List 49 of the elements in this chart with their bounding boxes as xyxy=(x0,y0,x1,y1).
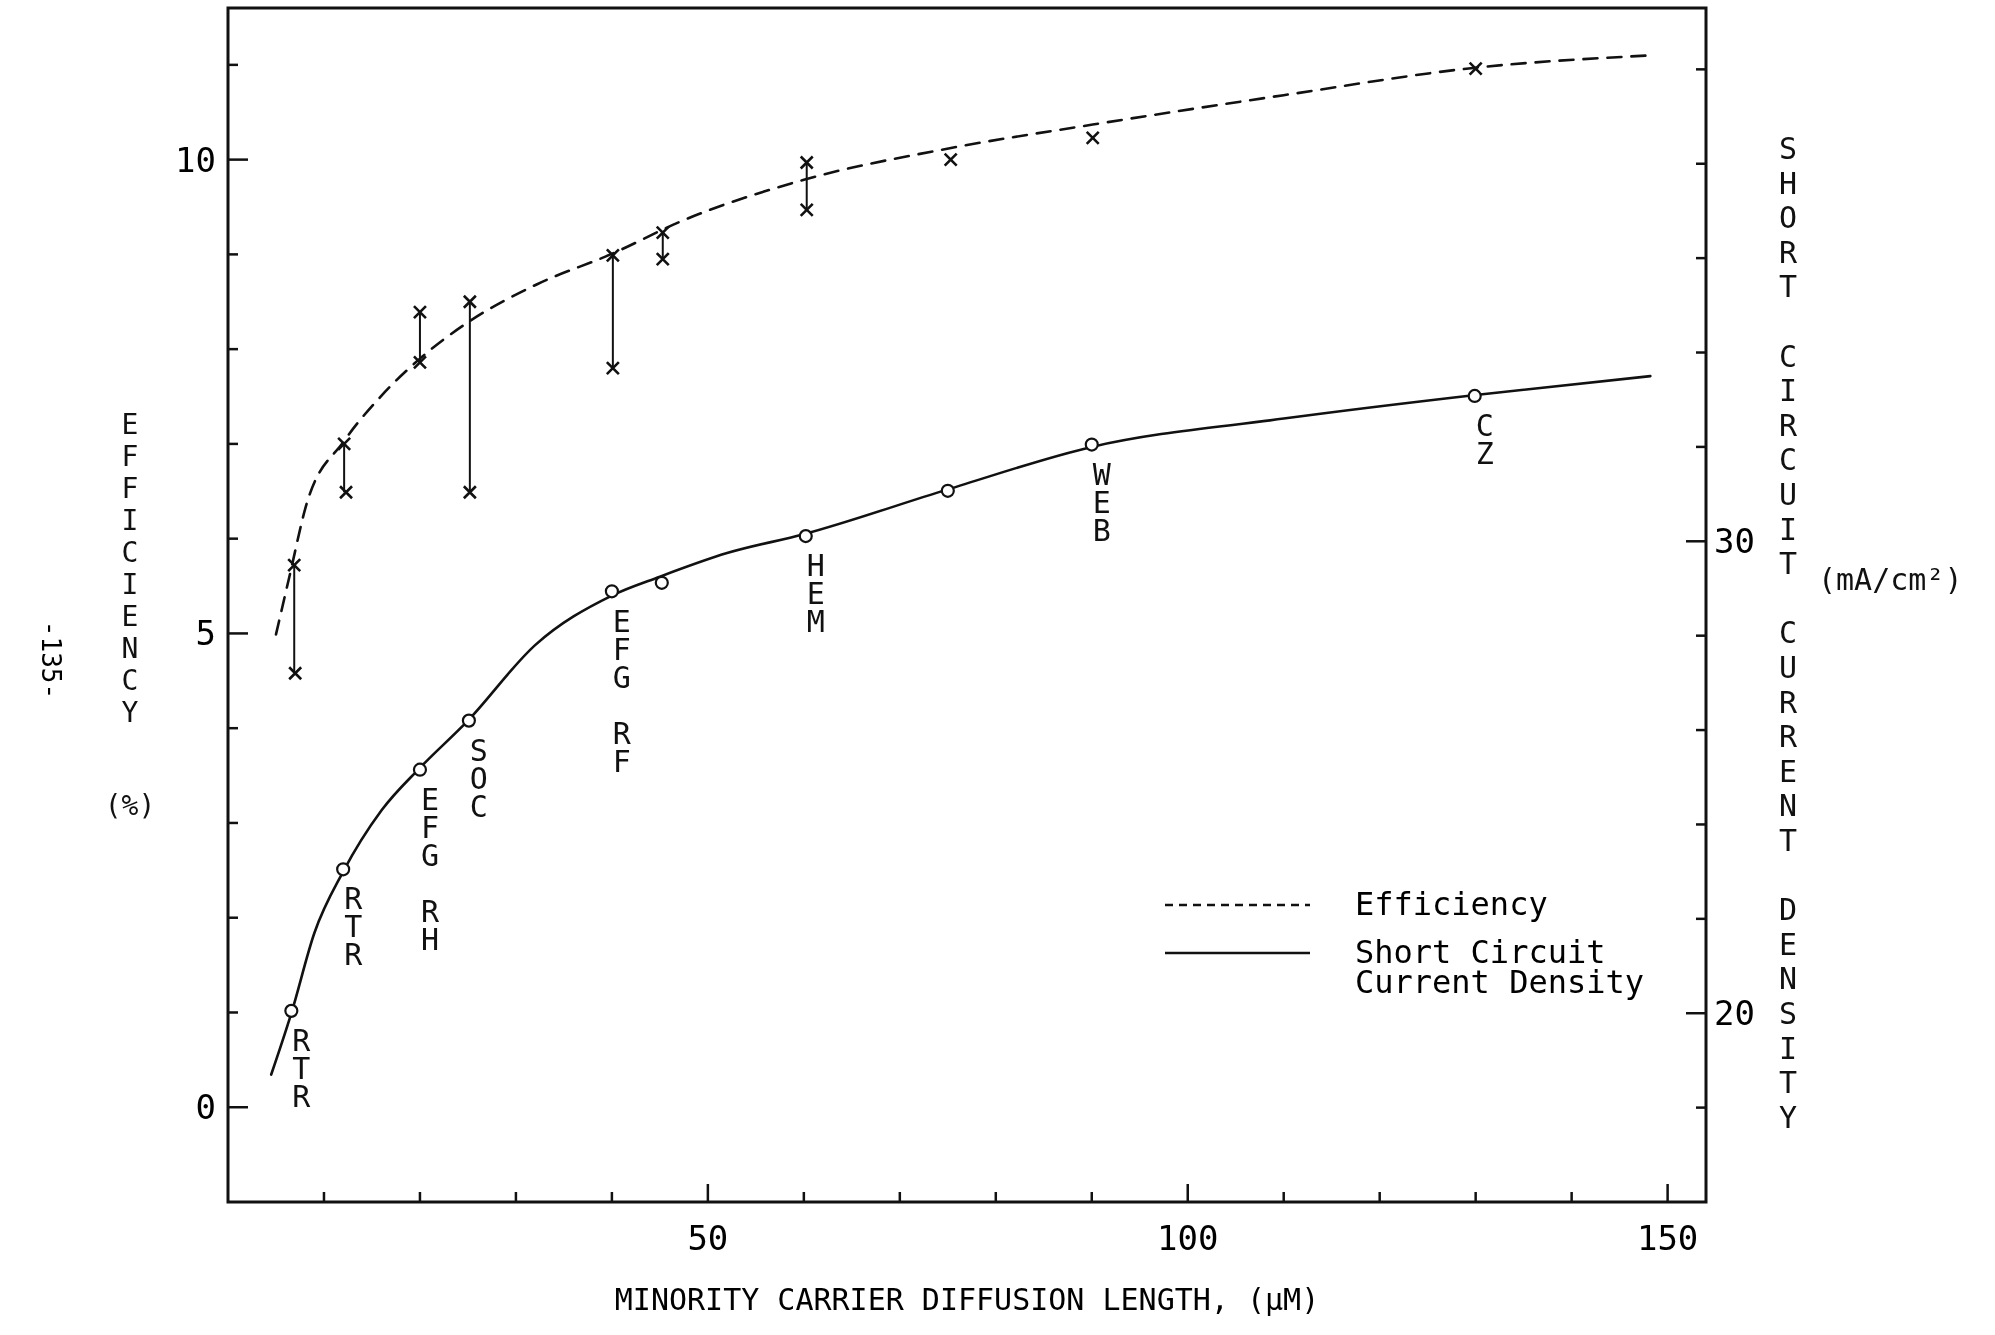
annotation: EFG RF xyxy=(612,603,632,779)
point xyxy=(604,584,619,599)
point xyxy=(605,360,621,376)
annotation: RTR xyxy=(292,1022,312,1114)
y2-tick-label: 20 xyxy=(1714,993,1755,1034)
point xyxy=(1085,130,1101,146)
point xyxy=(655,251,671,267)
y2-tick-label: 30 xyxy=(1714,521,1755,562)
point xyxy=(461,713,476,728)
point xyxy=(798,529,813,544)
annotation: WEB xyxy=(1092,456,1112,548)
point xyxy=(1468,61,1483,76)
point xyxy=(336,436,352,452)
y-tick-label: 10 xyxy=(175,139,216,180)
point xyxy=(654,575,669,590)
point xyxy=(412,304,428,320)
point xyxy=(799,202,815,218)
point xyxy=(655,225,671,240)
legend-label: Short Circuit Current Density xyxy=(1355,933,1644,1001)
annotation: EFG RH xyxy=(420,781,440,957)
point xyxy=(943,152,958,167)
point xyxy=(284,1003,299,1018)
annotation: HEM xyxy=(806,547,825,639)
x-axis-title: MINORITY CARRIER DIFFUSION LENGTH, (μM) xyxy=(614,1282,1320,1317)
annotation: CZ xyxy=(1475,407,1494,471)
point xyxy=(605,248,621,263)
annotation: RTR xyxy=(344,881,364,973)
text: -135- xyxy=(36,620,66,700)
x-tick-label: 100 xyxy=(1157,1218,1219,1258)
x-tick-label: 50 xyxy=(687,1218,729,1258)
y2-axis-title: SHORT CIRCUIT CURRENT DENSITY (mA/cm²) xyxy=(1770,131,1963,1135)
text: EFFICIENCY (%) xyxy=(104,407,156,822)
point xyxy=(462,484,478,500)
point xyxy=(412,762,428,777)
point xyxy=(336,862,351,877)
point xyxy=(412,355,428,370)
point xyxy=(1467,388,1482,404)
annotation: SOC xyxy=(469,732,488,824)
point xyxy=(286,557,302,573)
x-tick-label: 150 xyxy=(1636,1218,1699,1258)
point xyxy=(1084,437,1099,452)
point xyxy=(799,155,815,170)
legend-label: Efficiency xyxy=(1355,885,1548,923)
y-tick-label: 5 xyxy=(195,613,216,654)
point xyxy=(287,665,303,681)
point xyxy=(338,484,354,500)
y-tick-label: 0 xyxy=(195,1087,216,1128)
point xyxy=(462,294,478,310)
point xyxy=(940,483,955,498)
